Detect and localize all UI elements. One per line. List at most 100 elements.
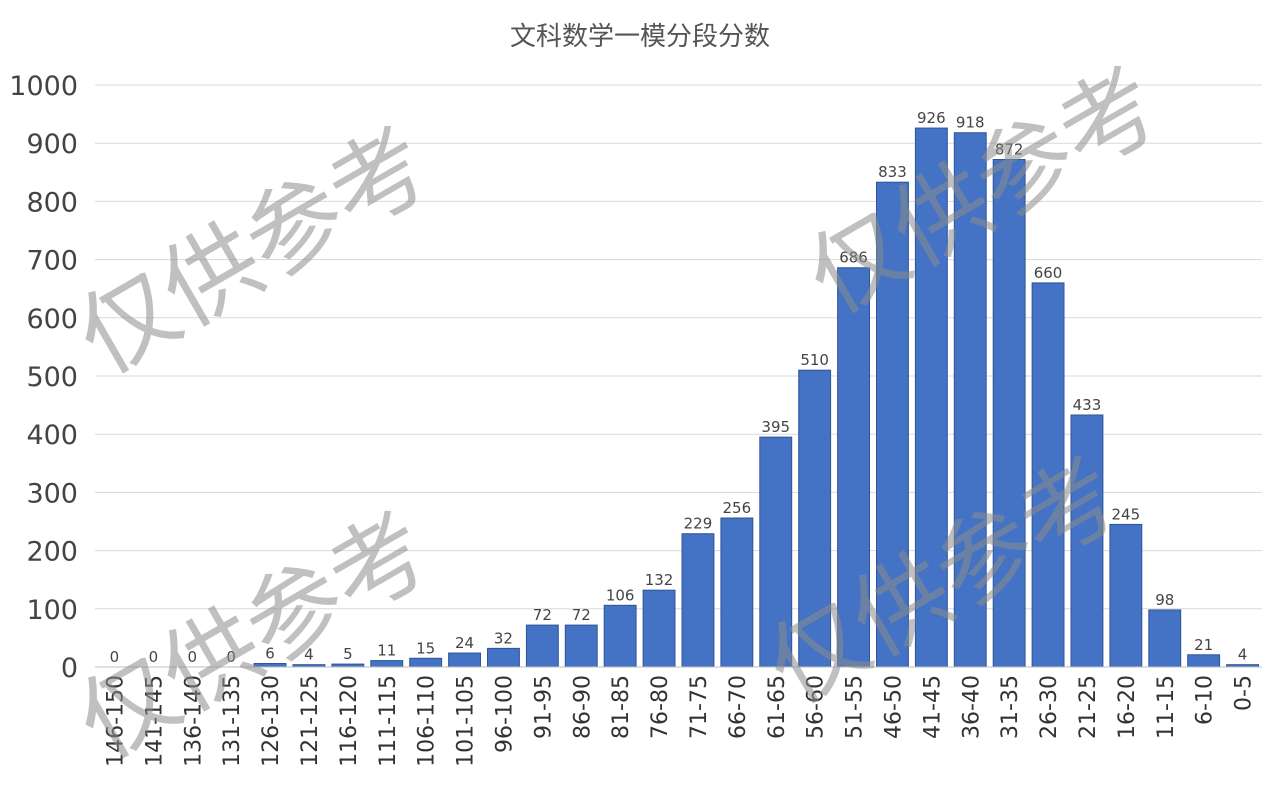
bar [992,158,1026,668]
data-label: 245 [1112,505,1141,523]
bar [603,604,637,668]
bar [370,660,404,668]
data-label: 72 [533,606,552,624]
data-label: 229 [684,515,713,533]
x-tick-label: 121-125 [298,675,323,767]
x-tick-label: 131-135 [220,675,245,767]
y-tick-label: 900 [26,129,78,160]
data-label: 0 [226,648,236,666]
data-label: 72 [572,606,591,624]
data-label: 0 [110,648,120,666]
y-tick-label: 400 [26,420,78,451]
data-label: 11 [377,642,396,660]
data-label: 106 [606,586,635,604]
data-label: 833 [878,163,907,181]
x-axis-ticks: 146-150 141-145 136-140 131-135 126-130 121-1… [103,675,1256,767]
bar [1070,414,1104,668]
bar [798,369,832,668]
data-label: 256 [723,499,752,517]
bar [1031,282,1065,668]
x-tick-label: 71-75 [687,675,712,739]
y-tick-label: 300 [26,478,78,509]
y-tick-label: 100 [26,595,78,626]
data-label: 132 [645,571,674,589]
bar [759,436,793,668]
bar [642,589,676,668]
bar [1148,609,1182,668]
y-tick-label: 700 [26,246,78,277]
y-tick-label: 800 [26,187,78,218]
data-label: 4 [304,646,314,664]
x-tick-label: 46-50 [881,675,906,739]
watermark-text: 仅供参考 [59,107,448,396]
data-label: 510 [800,351,829,369]
x-tick-label: 0-5 [1232,675,1257,711]
data-label: 872 [995,140,1024,158]
x-tick-label: 11-15 [1154,675,1179,739]
data-label: 0 [149,648,159,666]
x-tick-label: 6-10 [1193,675,1218,725]
data-label: 15 [416,639,435,657]
data-label: 686 [839,249,868,267]
data-label: 926 [917,109,946,127]
x-tick-label: 76-80 [648,675,673,739]
x-tick-label: 36-40 [959,675,984,739]
x-tick-label: 126-130 [259,675,284,767]
x-tick-label: 81-85 [609,675,634,739]
data-label: 5 [343,645,353,663]
x-tick-label: 91-95 [531,675,556,739]
data-label: 433 [1073,396,1102,414]
gridlines [95,84,1262,610]
x-tick-label: 141-145 [142,675,167,767]
chart-title: 文科数学一模分段分数 [510,22,770,52]
x-tick-label: 86-90 [570,675,595,739]
bar [837,267,870,668]
y-axis-ticks: 0 100 200 300 400 500 600 700 800 900 1000 [9,71,78,684]
data-label: 98 [1155,591,1174,609]
x-tick-label: 101-105 [454,675,479,767]
y-tick-label: 600 [26,304,78,335]
x-tick-label: 16-20 [1115,675,1140,739]
bar [1109,523,1143,668]
bars [253,127,1259,668]
x-tick-label: 146-150 [103,675,128,767]
y-tick-label: 1000 [9,71,78,102]
data-label: 21 [1194,636,1213,654]
bar [914,127,948,668]
bar [564,624,598,668]
data-labels: 0 0 0 0 6 4 5 11 15 24 32 72 72 106 132 229 256 395 510 686… [110,109,1248,666]
bar [681,533,715,668]
bar [487,647,520,668]
data-label: 24 [455,634,474,652]
x-tick-label: 116-120 [337,675,362,767]
bar [448,652,481,668]
x-tick-label: 31-35 [998,675,1023,739]
data-label: 0 [187,648,197,666]
data-label: 395 [761,418,790,436]
x-tick-label: 96-100 [492,675,517,753]
x-tick-label: 41-45 [920,675,945,739]
x-tick-label: 51-55 [843,675,868,739]
bar [953,132,987,668]
x-tick-label: 56-60 [804,675,829,739]
bar [525,624,559,668]
y-tick-label: 500 [26,362,78,393]
bar [876,181,909,668]
x-tick-label: 21-25 [1076,675,1101,739]
y-tick-label: 0 [61,653,78,684]
x-tick-label: 61-65 [765,675,790,739]
x-tick-label: 111-115 [376,675,401,767]
x-tick-label: 26-30 [1037,675,1062,739]
bar [409,657,443,668]
data-label: 4 [1238,646,1248,664]
data-label: 32 [494,629,513,647]
data-label: 918 [956,114,985,132]
x-tick-label: 136-140 [181,675,206,767]
bar [720,517,754,668]
y-tick-label: 200 [26,537,78,568]
bar [1187,654,1221,668]
data-label: 660 [1034,264,1063,282]
x-tick-label: 106-110 [415,675,440,767]
